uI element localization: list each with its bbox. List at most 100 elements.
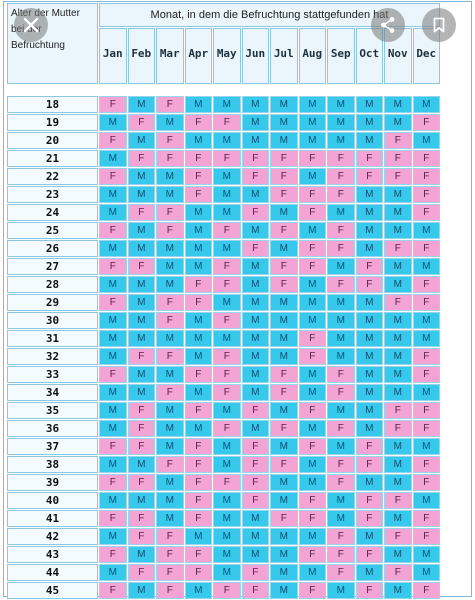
gender-cell: M: [241, 222, 269, 239]
gender-cell: F: [355, 546, 383, 563]
gender-cell: F: [127, 402, 155, 419]
close-button[interactable]: [14, 8, 48, 42]
gender-cell: M: [298, 276, 326, 293]
table-row: 30 M M F M F M M M M M M M: [7, 312, 440, 329]
gender-cell: F: [355, 276, 383, 293]
gender-cell: F: [384, 150, 412, 167]
gender-cell: M: [298, 456, 326, 473]
gender-cell: M: [412, 546, 440, 563]
gender-cell: F: [127, 510, 155, 527]
age-cell: 31: [7, 330, 98, 347]
gender-cell: M: [298, 168, 326, 185]
gender-cell: M: [384, 186, 412, 203]
gender-cell: M: [270, 564, 298, 581]
gender-cell: F: [241, 438, 269, 455]
gender-cell: F: [184, 114, 212, 131]
gender-cell: F: [127, 258, 155, 275]
gender-cell: M: [184, 348, 212, 365]
table-row: 45 F M F M F F M F M F M F: [7, 582, 440, 599]
gender-cell: F: [298, 402, 326, 419]
gender-cell: F: [99, 294, 127, 311]
gender-cell: F: [241, 492, 269, 509]
gender-cell: F: [412, 294, 440, 311]
gender-cell: F: [99, 168, 127, 185]
gender-cell: M: [412, 384, 440, 401]
gender-cell: F: [184, 276, 212, 293]
gender-cell: F: [298, 492, 326, 509]
gender-cell: M: [298, 132, 326, 149]
gender-cell: M: [213, 186, 241, 203]
gender-cell: M: [184, 258, 212, 275]
gender-cell: F: [99, 258, 127, 275]
gender-cell: M: [327, 258, 355, 275]
gender-cell: M: [127, 312, 155, 329]
gender-cell: M: [327, 330, 355, 347]
gender-cell: M: [270, 438, 298, 455]
gender-cell: M: [355, 186, 383, 203]
month-header: Sep: [327, 28, 355, 84]
gender-cell: F: [213, 582, 241, 599]
gender-cell: M: [213, 528, 241, 545]
gender-cell: F: [156, 96, 184, 113]
month-header: May: [213, 28, 241, 84]
gender-cell: M: [213, 438, 241, 455]
gender-cell: F: [412, 420, 440, 437]
gender-cell: F: [327, 366, 355, 383]
gender-cell: F: [99, 132, 127, 149]
gender-cell: M: [156, 402, 184, 419]
gender-cell: M: [270, 582, 298, 599]
gender-cell: F: [213, 312, 241, 329]
share-button[interactable]: [371, 8, 405, 42]
gender-cell: F: [156, 546, 184, 563]
gender-cell: F: [298, 438, 326, 455]
gender-cell: M: [355, 222, 383, 239]
gender-cell: F: [127, 348, 155, 365]
gender-cell: M: [384, 456, 412, 473]
gender-cell: F: [355, 582, 383, 599]
gender-cell: F: [384, 564, 412, 581]
gender-cell: M: [241, 132, 269, 149]
gender-cell: F: [384, 420, 412, 437]
gender-cell: F: [99, 474, 127, 491]
month-header: Feb: [127, 28, 155, 84]
gender-cell: F: [412, 582, 440, 599]
gender-cell: F: [99, 96, 127, 113]
gender-cell: F: [412, 168, 440, 185]
gender-cell: M: [213, 402, 241, 419]
table-row: 18 F M F M M M M M M M M M: [7, 96, 440, 113]
month-header: Jul: [270, 28, 298, 84]
gender-cell: M: [99, 276, 127, 293]
gender-cell: M: [127, 186, 155, 203]
gender-cell: F: [156, 312, 184, 329]
gender-cell: F: [156, 132, 184, 149]
gender-cell: F: [327, 528, 355, 545]
gender-cell: M: [241, 528, 269, 545]
gender-cell: M: [298, 222, 326, 239]
gender-cell: M: [327, 402, 355, 419]
table-row: 32 M F F M F M M F M M M F: [7, 348, 440, 365]
bookmark-button[interactable]: [422, 8, 456, 42]
gender-cell: F: [184, 294, 212, 311]
gender-cell: M: [241, 330, 269, 347]
gender-cell: M: [412, 564, 440, 581]
gender-cell: M: [327, 348, 355, 365]
gender-cell: M: [156, 330, 184, 347]
age-cell: 22: [7, 168, 98, 185]
table-row: 19 M F M F F M M M M M M F: [7, 114, 440, 131]
gender-cell: M: [241, 276, 269, 293]
age-cell: 25: [7, 222, 98, 239]
table-row: 25 F M F M F M F M F M M M: [7, 222, 440, 239]
gender-cell: M: [156, 420, 184, 437]
gender-cell: F: [127, 114, 155, 131]
gender-cell: F: [327, 276, 355, 293]
table-row: 23 M M M F M M F F F M M F: [7, 186, 440, 203]
age-cell: 37: [7, 438, 98, 455]
age-cell: 23: [7, 186, 98, 203]
month-header-row: Jan Feb Mar Apr May Jun Jul Aug Sep Oct Nov Dec: [7, 28, 440, 84]
gender-cell: M: [184, 204, 212, 221]
gender-cell: F: [384, 294, 412, 311]
table-row: 43 F M F F M M M F F F M M: [7, 546, 440, 563]
gender-cell: F: [127, 474, 155, 491]
gender-cell: F: [384, 132, 412, 149]
gender-cell: M: [156, 258, 184, 275]
